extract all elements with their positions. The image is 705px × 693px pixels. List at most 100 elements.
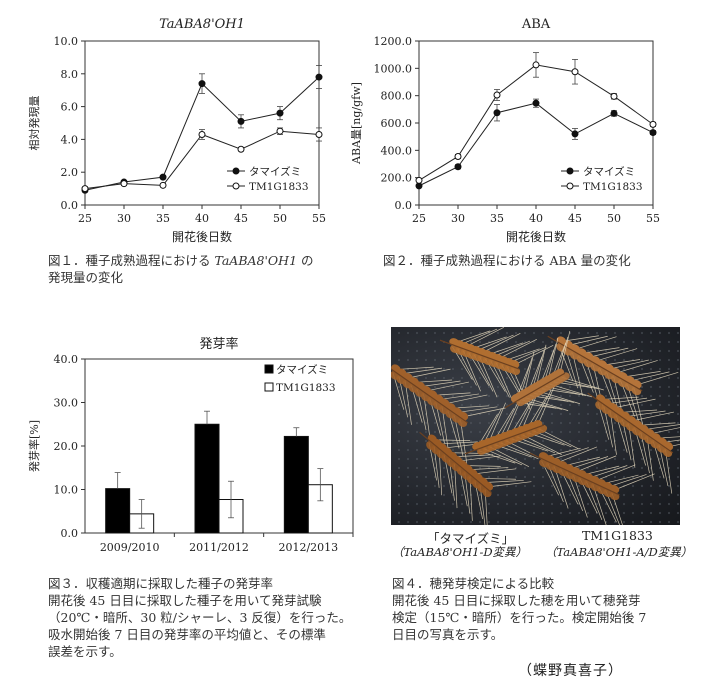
mesh-dot bbox=[622, 394, 626, 398]
mesh-dot bbox=[424, 439, 428, 443]
mesh-dot bbox=[613, 358, 617, 362]
mesh-dot bbox=[505, 376, 509, 380]
mesh-dot bbox=[496, 457, 500, 461]
mesh-dot bbox=[658, 394, 662, 398]
mesh-dot bbox=[460, 520, 464, 524]
mesh-dot bbox=[424, 448, 428, 452]
mesh-dot bbox=[415, 439, 419, 443]
mesh-dot bbox=[496, 502, 500, 506]
wheat-ear-part bbox=[404, 381, 412, 425]
x-tick-label: 55 bbox=[312, 212, 326, 225]
wheat-ear-part bbox=[529, 452, 620, 496]
mesh-dot bbox=[649, 376, 653, 380]
mesh-dot bbox=[397, 502, 401, 506]
mesh-dot bbox=[568, 439, 572, 443]
mesh-dot bbox=[415, 421, 419, 425]
data-point bbox=[493, 109, 501, 117]
mesh-dot bbox=[568, 511, 572, 515]
x-axis-label: 開花後日数 bbox=[172, 229, 232, 244]
mesh-dot bbox=[586, 403, 590, 407]
mesh-dot bbox=[523, 349, 527, 353]
mesh-dot bbox=[604, 421, 608, 425]
mesh-dot bbox=[415, 511, 419, 515]
wheat-ear-part bbox=[398, 377, 408, 418]
data-point bbox=[571, 68, 579, 76]
mesh-dot bbox=[667, 340, 671, 344]
mesh-dot bbox=[406, 439, 410, 443]
mesh-dot bbox=[478, 385, 482, 389]
mesh-dot bbox=[658, 493, 662, 497]
mesh-dot bbox=[406, 349, 410, 353]
series-line-2 bbox=[418, 64, 654, 181]
mesh-dot bbox=[532, 484, 536, 488]
mesh-dot bbox=[658, 385, 662, 389]
mesh-dot bbox=[676, 367, 680, 371]
mesh-dot bbox=[658, 403, 662, 407]
data-point bbox=[649, 129, 657, 137]
mesh-dot bbox=[514, 484, 518, 488]
photo-left-label: 「タマイズミ」 bbox=[427, 531, 515, 546]
mesh-dot bbox=[676, 394, 680, 398]
mesh-dot bbox=[604, 358, 608, 362]
wheat-ear-part bbox=[628, 424, 636, 468]
mesh-dot bbox=[523, 466, 527, 470]
wheat-ear-part bbox=[588, 465, 628, 479]
wheat-ear-part bbox=[497, 338, 537, 360]
wheat-ear-part bbox=[559, 331, 571, 374]
mesh-dot bbox=[397, 439, 401, 443]
mesh-dot bbox=[397, 430, 401, 434]
data-point bbox=[454, 163, 462, 171]
wheat-ear-part bbox=[609, 411, 617, 455]
wheat-ear-part bbox=[633, 388, 645, 432]
mesh-dot bbox=[640, 340, 644, 344]
mesh-dot bbox=[523, 475, 527, 479]
mesh-dot bbox=[433, 520, 437, 524]
mesh-dot bbox=[424, 457, 428, 461]
mesh-dot bbox=[532, 412, 536, 416]
wheat-ear-part bbox=[435, 402, 445, 444]
mesh-dot bbox=[586, 349, 590, 353]
wheat-ear-part bbox=[407, 368, 451, 379]
mesh-dot bbox=[658, 520, 662, 524]
mesh-dot bbox=[424, 484, 428, 488]
x-tick-label: 25 bbox=[412, 212, 426, 225]
mesh-dot bbox=[622, 457, 626, 461]
wheat-ear-part bbox=[490, 360, 510, 398]
wheat-ear-photo bbox=[391, 327, 680, 525]
wheat-ear-part bbox=[472, 468, 517, 475]
mesh-dot bbox=[460, 331, 464, 335]
mesh-dot bbox=[469, 340, 473, 344]
mesh-dot bbox=[415, 466, 419, 470]
wheat-ear-part bbox=[391, 362, 469, 424]
wheat-ear-part bbox=[481, 333, 521, 354]
wheat-ear-part bbox=[463, 350, 481, 392]
mesh-dot bbox=[559, 520, 563, 524]
mesh-dot bbox=[649, 403, 653, 407]
mesh-dot bbox=[667, 385, 671, 389]
mesh-dot bbox=[478, 340, 482, 344]
mesh-dot bbox=[568, 376, 572, 380]
mesh-dot bbox=[496, 493, 500, 497]
mesh-dot bbox=[550, 484, 554, 488]
wheat-ear-part bbox=[438, 451, 443, 496]
mesh-dot bbox=[541, 484, 545, 488]
data-point bbox=[198, 130, 206, 138]
mesh-dot bbox=[676, 403, 680, 407]
wheat-ear-part bbox=[594, 464, 636, 482]
wheat-ear-part bbox=[439, 339, 520, 370]
wheat-ear-part bbox=[586, 481, 603, 520]
mesh-dot bbox=[496, 403, 500, 407]
mesh-dot bbox=[487, 457, 491, 461]
mesh-dot bbox=[397, 457, 401, 461]
mesh-dot bbox=[550, 502, 554, 506]
y-tick-label: 1000.0 bbox=[374, 62, 413, 75]
mesh-dot bbox=[541, 475, 545, 479]
mesh-dot bbox=[622, 430, 626, 434]
x-tick-label: 25 bbox=[78, 212, 92, 225]
mesh-dot bbox=[577, 520, 581, 524]
mesh-dot bbox=[631, 493, 635, 497]
mesh-dot bbox=[595, 421, 599, 425]
mesh-dot bbox=[496, 511, 500, 515]
mesh-dot bbox=[496, 394, 500, 398]
mesh-dot bbox=[415, 331, 419, 335]
